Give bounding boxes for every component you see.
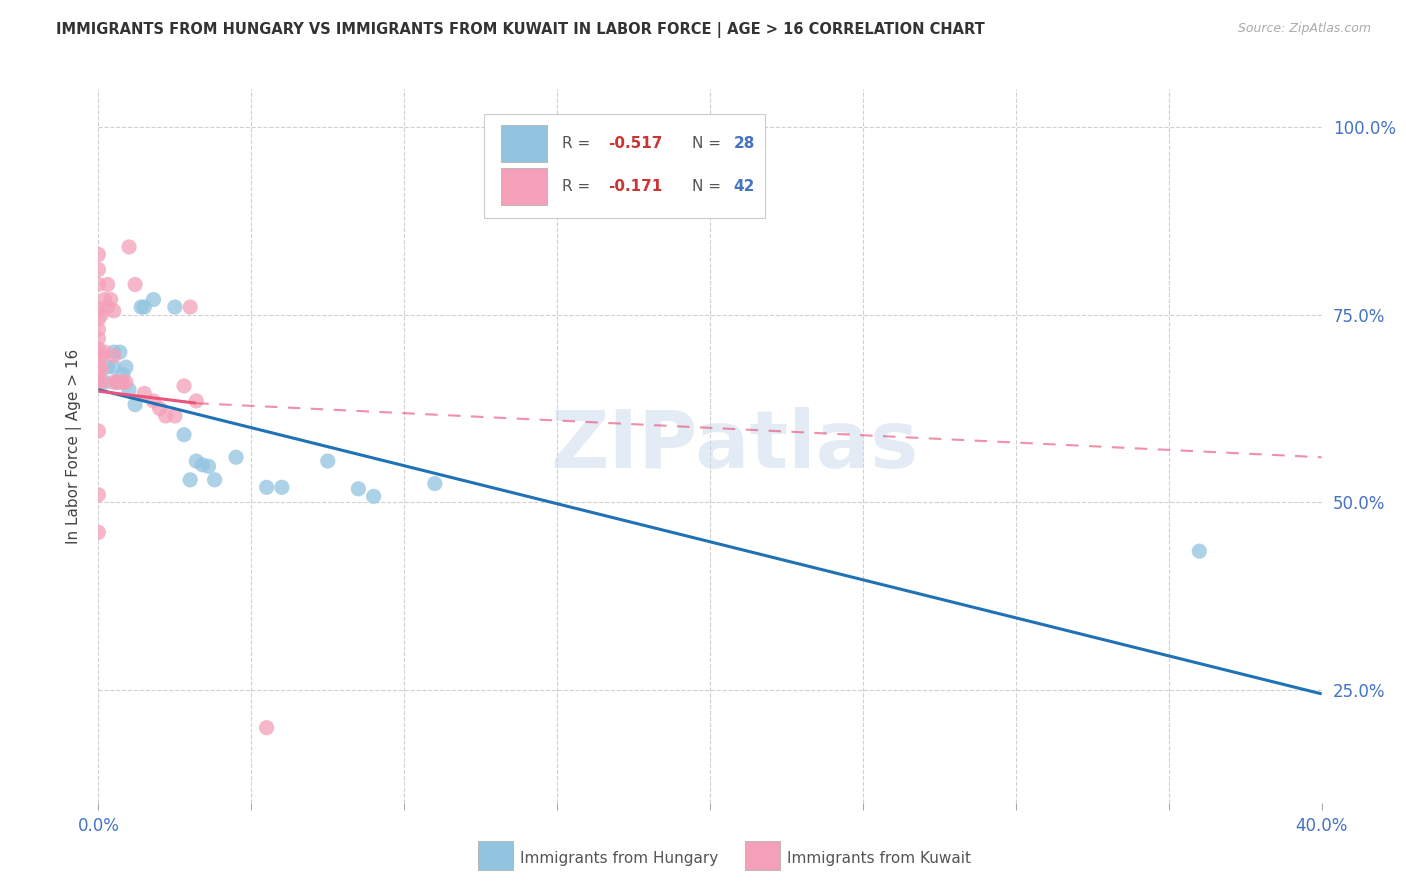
Point: [93, 375, 115, 389]
Point: [87, 277, 110, 292]
Point: [90, 375, 112, 389]
Y-axis label: In Labor Force | Age > 16: In Labor Force | Age > 16: [66, 349, 83, 543]
Point: [87, 332, 110, 346]
Point: [270, 480, 292, 494]
Point: [134, 300, 156, 314]
Text: -0.171: -0.171: [609, 178, 662, 194]
Point: [87, 375, 110, 389]
Text: 42: 42: [734, 178, 755, 194]
Point: [97, 360, 120, 375]
Point: [186, 454, 208, 468]
FancyBboxPatch shape: [484, 114, 765, 218]
Point: [103, 349, 125, 363]
Point: [118, 383, 141, 397]
Text: IMMIGRANTS FROM HUNGARY VS IMMIGRANTS FROM KUWAIT IN LABOR FORCE | AGE > 16 CORR: IMMIGRANTS FROM HUNGARY VS IMMIGRANTS FR…: [56, 22, 986, 38]
Point: [97, 300, 120, 314]
Point: [90, 308, 112, 322]
Point: [93, 293, 115, 307]
Point: [103, 375, 125, 389]
Point: [87, 352, 110, 367]
Point: [256, 721, 278, 735]
Point: [163, 409, 186, 423]
Point: [186, 393, 208, 408]
Point: [173, 379, 195, 393]
Point: [142, 293, 165, 307]
Point: [90, 349, 112, 363]
Point: [90, 361, 112, 376]
Point: [87, 322, 110, 336]
Point: [87, 342, 110, 356]
Point: [225, 450, 247, 465]
Point: [105, 375, 128, 389]
Point: [87, 488, 110, 502]
Point: [103, 345, 125, 359]
Point: [256, 480, 278, 494]
Point: [97, 277, 120, 292]
Point: [103, 360, 125, 375]
Point: [115, 375, 138, 389]
Point: [363, 489, 385, 503]
Point: [108, 375, 131, 389]
Point: [179, 473, 201, 487]
Point: [124, 277, 146, 292]
Point: [173, 427, 195, 442]
Point: [163, 300, 186, 314]
Text: Immigrants from Hungary: Immigrants from Hungary: [520, 851, 718, 865]
Point: [100, 293, 122, 307]
Point: [149, 401, 172, 416]
Point: [115, 360, 138, 375]
Point: [103, 303, 125, 318]
Text: -0.517: -0.517: [609, 136, 662, 151]
Point: [129, 300, 152, 314]
Point: [87, 262, 110, 277]
Point: [108, 345, 131, 359]
Text: N =: N =: [692, 136, 725, 151]
Point: [197, 459, 219, 474]
Point: [347, 482, 370, 496]
Text: Immigrants from Kuwait: Immigrants from Kuwait: [787, 851, 972, 865]
Bar: [501, 168, 547, 205]
Text: 28: 28: [734, 136, 755, 151]
Point: [111, 375, 134, 389]
Point: [87, 525, 110, 540]
Point: [93, 345, 115, 359]
Point: [191, 458, 214, 472]
Point: [87, 247, 110, 261]
Point: [87, 369, 110, 384]
Text: R =: R =: [562, 178, 595, 194]
Point: [142, 393, 165, 408]
Text: R =: R =: [562, 136, 595, 151]
Text: N =: N =: [692, 178, 725, 194]
Point: [423, 476, 446, 491]
Bar: [501, 125, 547, 162]
Point: [111, 368, 134, 382]
Point: [87, 301, 110, 316]
Point: [87, 363, 110, 377]
Point: [87, 312, 110, 326]
Point: [105, 375, 128, 389]
Point: [316, 454, 339, 468]
Text: Source: ZipAtlas.com: Source: ZipAtlas.com: [1237, 22, 1371, 36]
Point: [155, 409, 177, 423]
Point: [204, 473, 226, 487]
Point: [124, 398, 146, 412]
Point: [87, 424, 110, 438]
Point: [134, 386, 156, 401]
Point: [1188, 544, 1211, 558]
Point: [118, 240, 141, 254]
Text: ZIPatlas: ZIPatlas: [550, 407, 918, 485]
Point: [179, 300, 201, 314]
